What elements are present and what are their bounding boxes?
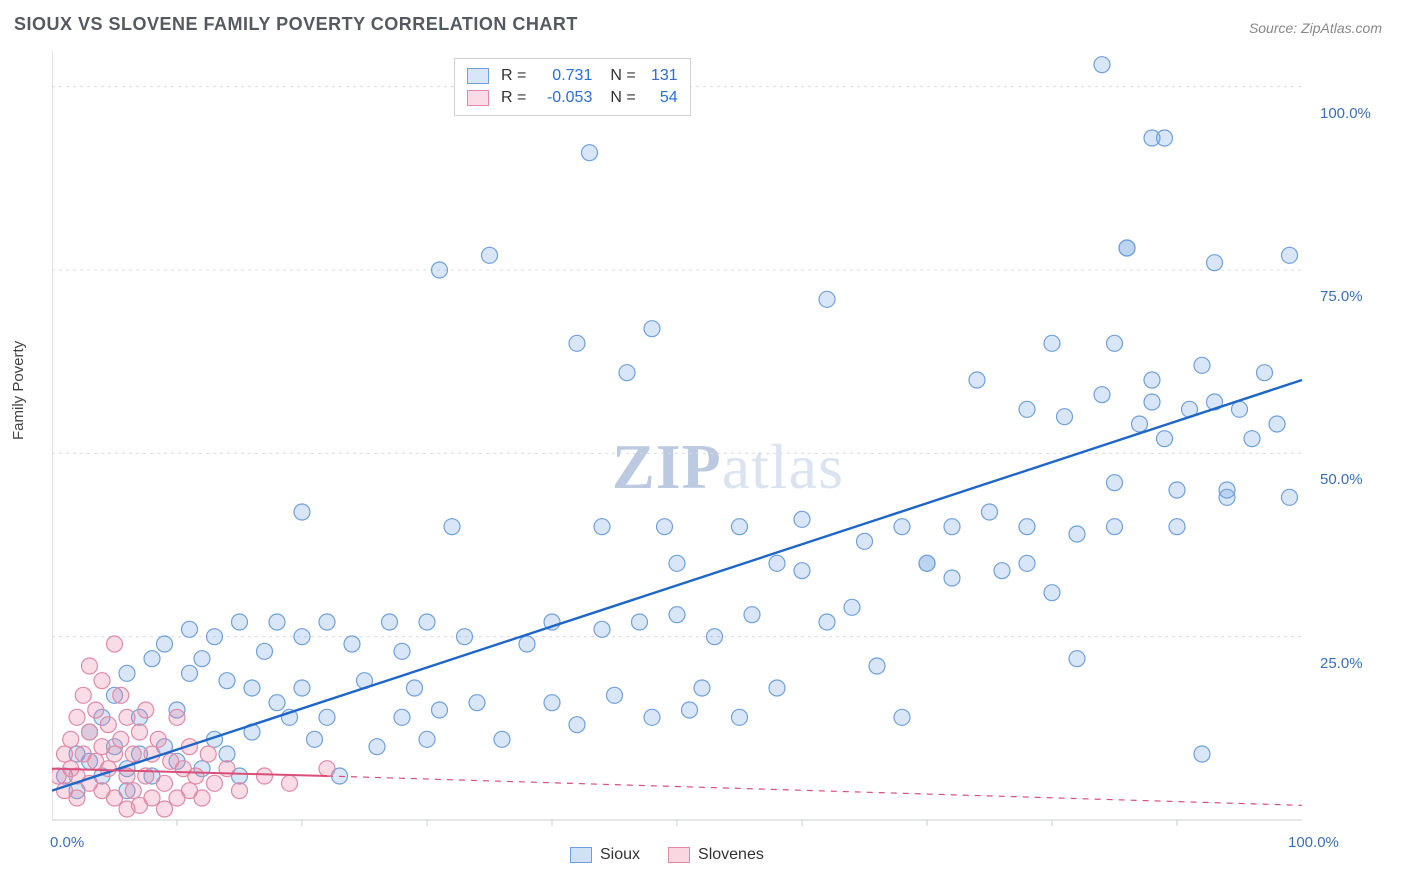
n-value: 131 bbox=[644, 67, 678, 85]
chart-title: SIOUX VS SLOVENE FAMILY POVERTY CORRELAT… bbox=[14, 14, 578, 35]
legend-swatch bbox=[467, 90, 489, 106]
x-tick-start: 0.0% bbox=[50, 834, 84, 851]
source-attribution: Source: ZipAtlas.com bbox=[1249, 20, 1382, 36]
chart-area: ZIPatlas bbox=[52, 50, 1392, 840]
n-value: 54 bbox=[644, 89, 678, 107]
legend-label: Slovenes bbox=[698, 846, 764, 864]
y-tick-label: 100.0% bbox=[1320, 105, 1371, 122]
legend-swatch bbox=[668, 847, 690, 863]
y-tick-label: 50.0% bbox=[1320, 471, 1363, 488]
legend-item: Slovenes bbox=[668, 846, 764, 864]
scatter-plot-svg bbox=[52, 50, 1392, 840]
x-tick-end: 100.0% bbox=[1288, 834, 1339, 851]
r-value: -0.053 bbox=[534, 89, 592, 107]
legend-row: R =0.731N =131 bbox=[467, 65, 678, 87]
series-legend: Sioux Slovenes bbox=[570, 846, 764, 864]
y-tick-label: 25.0% bbox=[1320, 655, 1363, 672]
legend-item: Sioux bbox=[570, 846, 640, 864]
legend-row: R =-0.053N =54 bbox=[467, 87, 678, 109]
legend-label: Sioux bbox=[600, 846, 640, 864]
y-axis-label: Family Poverty bbox=[10, 341, 27, 440]
legend-swatch bbox=[570, 847, 592, 863]
legend-swatch bbox=[467, 68, 489, 84]
correlation-legend: R =0.731N =131R =-0.053N =54 bbox=[454, 58, 691, 116]
r-value: 0.731 bbox=[534, 67, 592, 85]
y-tick-label: 75.0% bbox=[1320, 288, 1363, 305]
